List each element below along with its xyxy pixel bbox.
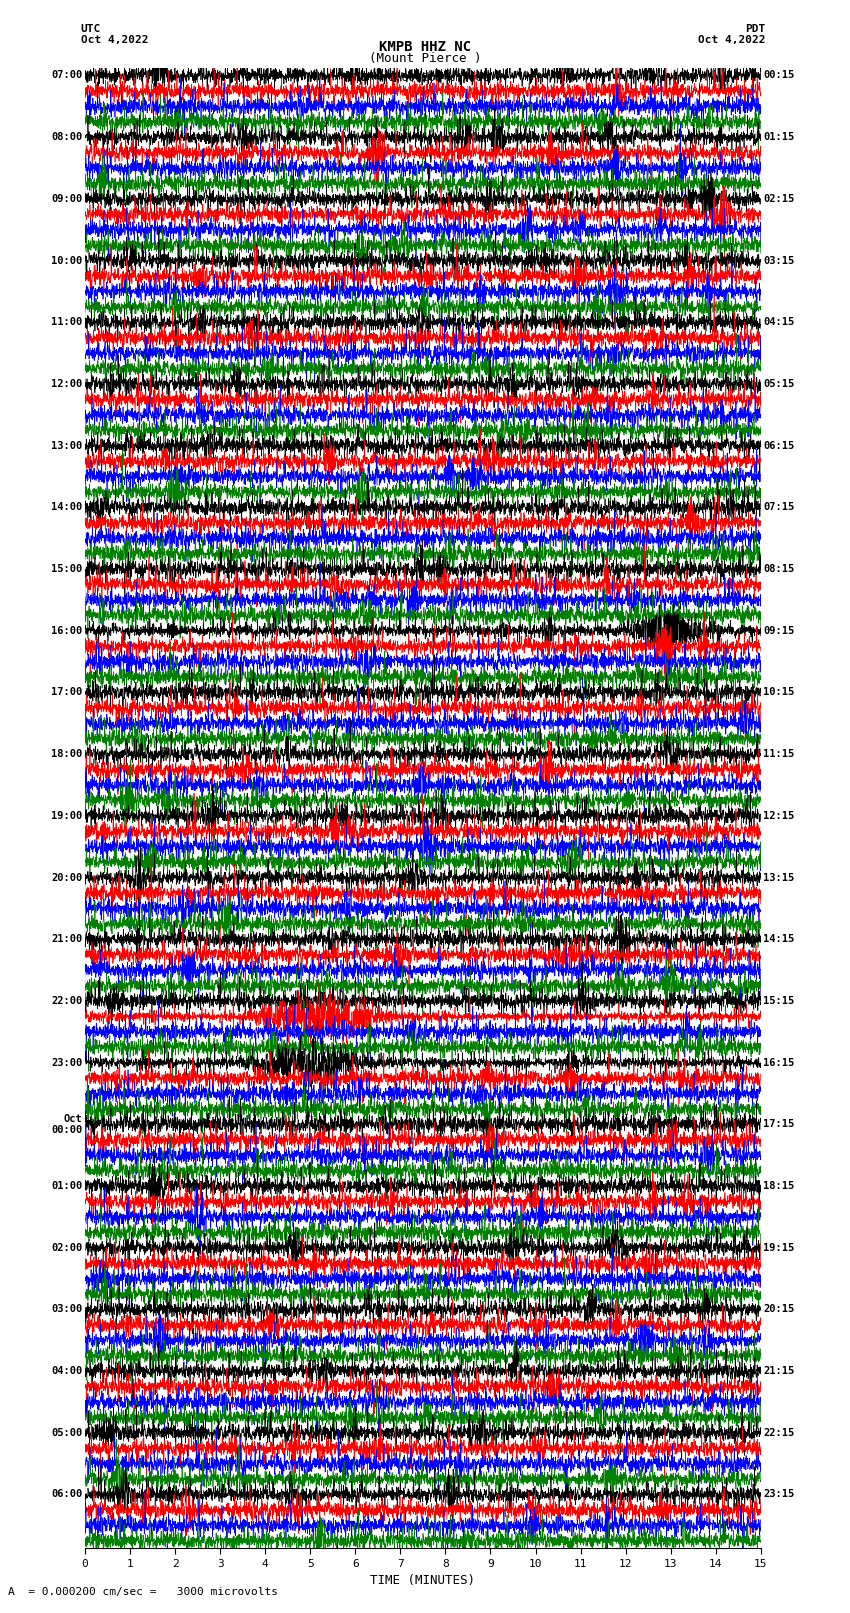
Text: 22:15: 22:15 (763, 1428, 795, 1437)
Text: 01:15: 01:15 (763, 132, 795, 142)
Text: 08:15: 08:15 (763, 565, 795, 574)
Text: 18:00: 18:00 (51, 748, 82, 760)
Text: I = 0.000200 cm/sec: I = 0.000200 cm/sec (361, 73, 489, 82)
Text: PDT
Oct 4,2022: PDT Oct 4,2022 (698, 24, 765, 45)
Text: 13:15: 13:15 (763, 873, 795, 882)
Text: 20:00: 20:00 (51, 873, 82, 882)
Text: 23:15: 23:15 (763, 1489, 795, 1500)
Text: 05:15: 05:15 (763, 379, 795, 389)
Text: 09:15: 09:15 (763, 626, 795, 636)
Text: 14:00: 14:00 (51, 502, 82, 513)
Text: 17:00: 17:00 (51, 687, 82, 697)
Text: 10:15: 10:15 (763, 687, 795, 697)
Text: A  = 0.000200 cm/sec =   3000 microvolts: A = 0.000200 cm/sec = 3000 microvolts (8, 1587, 279, 1597)
X-axis label: TIME (MINUTES): TIME (MINUTES) (371, 1574, 475, 1587)
Text: (Mount Pierce ): (Mount Pierce ) (369, 52, 481, 65)
Text: 11:00: 11:00 (51, 318, 82, 327)
Text: 01:00: 01:00 (51, 1181, 82, 1190)
Text: 05:00: 05:00 (51, 1428, 82, 1437)
Text: 16:00: 16:00 (51, 626, 82, 636)
Text: 07:15: 07:15 (763, 502, 795, 513)
Text: 20:15: 20:15 (763, 1305, 795, 1315)
Text: 03:00: 03:00 (51, 1305, 82, 1315)
Text: 04:15: 04:15 (763, 318, 795, 327)
Text: 04:00: 04:00 (51, 1366, 82, 1376)
Text: UTC
Oct 4,2022: UTC Oct 4,2022 (81, 24, 148, 45)
Text: Oct
00:00: Oct 00:00 (51, 1113, 82, 1136)
Text: 19:00: 19:00 (51, 811, 82, 821)
Text: 12:15: 12:15 (763, 811, 795, 821)
Text: 10:00: 10:00 (51, 255, 82, 266)
Text: 21:15: 21:15 (763, 1366, 795, 1376)
Text: 06:00: 06:00 (51, 1489, 82, 1500)
Text: 14:15: 14:15 (763, 934, 795, 944)
Text: 08:00: 08:00 (51, 132, 82, 142)
Text: 21:00: 21:00 (51, 934, 82, 944)
Text: 02:15: 02:15 (763, 194, 795, 203)
Text: 12:00: 12:00 (51, 379, 82, 389)
Text: 02:00: 02:00 (51, 1242, 82, 1253)
Text: KMPB HHZ NC: KMPB HHZ NC (379, 40, 471, 53)
Text: 19:15: 19:15 (763, 1242, 795, 1253)
Text: 15:15: 15:15 (763, 995, 795, 1007)
Text: 07:00: 07:00 (51, 71, 82, 81)
Text: 11:15: 11:15 (763, 748, 795, 760)
Text: 03:15: 03:15 (763, 255, 795, 266)
Text: 18:15: 18:15 (763, 1181, 795, 1190)
Text: 09:00: 09:00 (51, 194, 82, 203)
Text: 17:15: 17:15 (763, 1119, 795, 1129)
Text: 23:00: 23:00 (51, 1058, 82, 1068)
Text: 22:00: 22:00 (51, 995, 82, 1007)
Text: 13:00: 13:00 (51, 440, 82, 450)
Text: 00:15: 00:15 (763, 71, 795, 81)
Text: 15:00: 15:00 (51, 565, 82, 574)
Text: 06:15: 06:15 (763, 440, 795, 450)
Text: 16:15: 16:15 (763, 1058, 795, 1068)
